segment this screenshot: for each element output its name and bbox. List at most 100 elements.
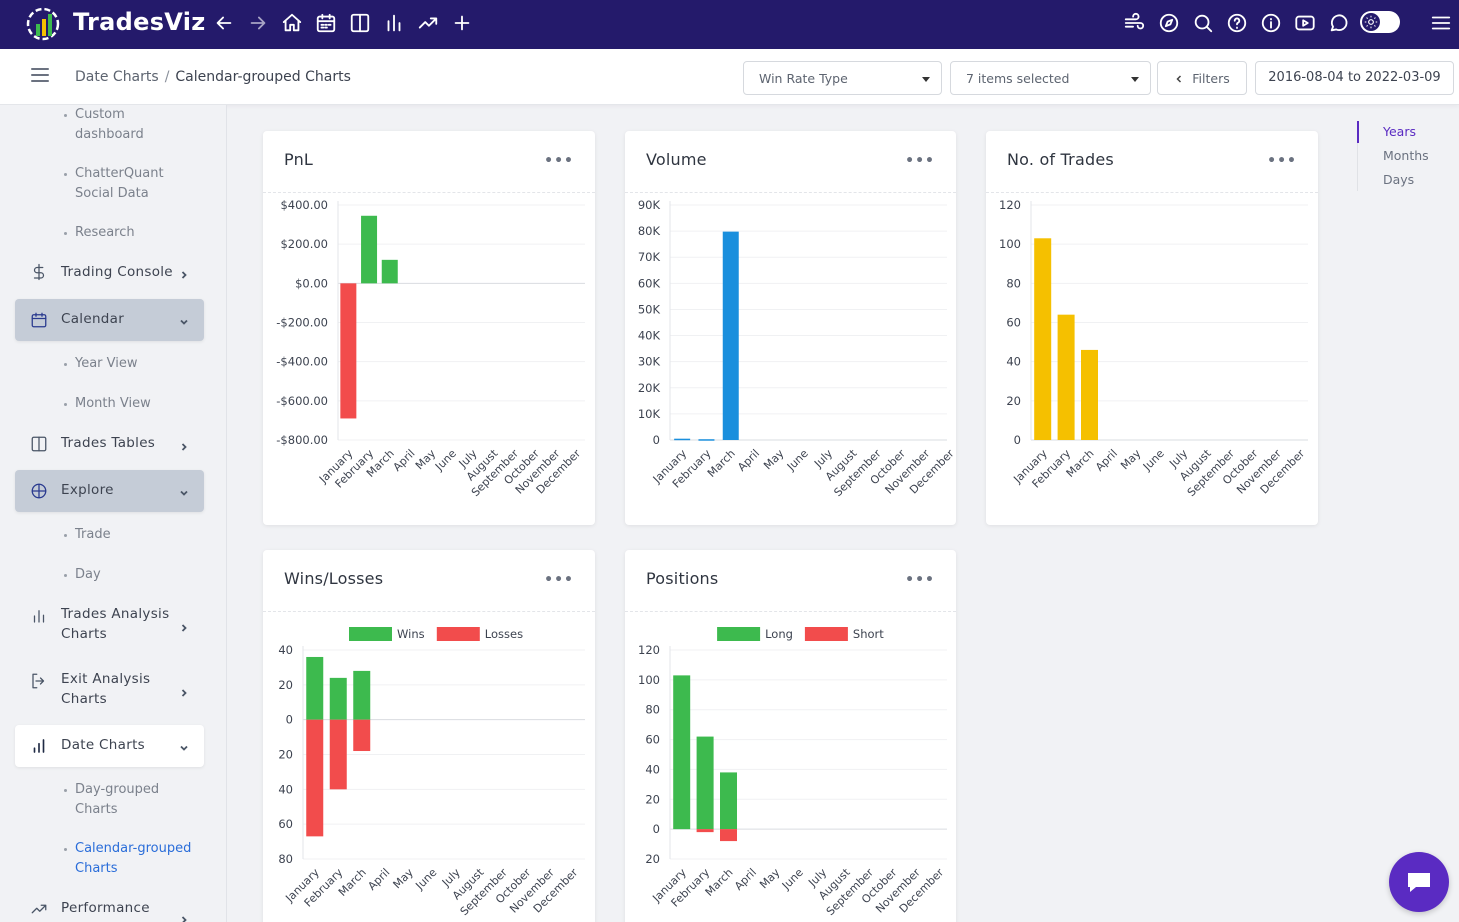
sidebar-toggle-icon[interactable] [31,68,49,82]
sidebar-item-label: Calendar [61,311,125,327]
x-tick-label: June [1140,447,1167,474]
sidebar-item-calendar[interactable]: Calendar [15,299,204,341]
tradesviz-logo-icon[interactable] [24,5,62,43]
sidebar-item-calendar-grouped[interactable]: Calendar-grouped Charts [64,839,200,878]
sidebar-item-performance[interactable]: Performance [15,898,204,922]
dollar-icon [30,263,48,281]
y-tick-label: 0 [1014,433,1021,447]
app-name[interactable]: TradesViz [73,8,206,36]
card-divider [263,611,595,612]
chat-bubble-icon[interactable] [1327,11,1351,35]
legend-label-short: Short [853,627,884,641]
sidebar-item-date-charts[interactable]: Date Charts [15,725,204,767]
support-chat-button[interactable] [1389,852,1449,912]
y-tick-label: $0.00 [295,276,328,290]
info-icon[interactable] [1259,11,1283,35]
x-tick-label: March [705,447,738,480]
bar-february [361,215,378,284]
sidebar-item-trading-console[interactable]: Trading Console [15,262,204,284]
x-tick-label: May [761,447,787,473]
sidebar-item-exit-analysis[interactable]: Exit Analysis Charts [15,669,204,711]
breadcrumb-current: Calendar-grouped Charts [175,69,351,85]
forward-arrow-icon[interactable] [246,11,270,35]
sidebar-item-day[interactable]: Day [64,565,101,585]
y-tick-label: 0 [286,713,293,727]
sidebar-item-label: Explore [61,482,114,498]
sidebar-item-label: Performance [61,900,150,916]
filters-button[interactable]: Filters [1157,61,1247,95]
anchor-years[interactable]: Years [1383,124,1416,139]
help-icon[interactable] [1225,11,1249,35]
y-tick-label: 20 [645,792,660,806]
positions-chart-card: Positions ••• 120 100 80 60 40 20 0 20 January Fe… [625,550,956,922]
bar-january [673,675,691,830]
sidebar-item-research[interactable]: Research [64,223,135,243]
anchor-days[interactable]: Days [1383,172,1415,187]
menu-icon[interactable] [1429,11,1453,35]
bar-march [722,231,739,440]
sidebar-item-explore[interactable]: Explore [15,470,204,512]
bar-january [306,656,324,720]
y-tick-label: 20K [638,381,661,395]
y-tick-label: 60 [1006,316,1021,330]
bar-march [353,719,371,752]
calendar-icon[interactable] [314,11,338,35]
theme-toggle[interactable] [1360,11,1400,33]
breadcrumb-parent[interactable]: Date Charts [75,69,159,85]
home-icon[interactable] [280,11,304,35]
win-rate-type-select[interactable]: Win Rate Type [743,61,942,95]
wins-losses-chart: 4020020406080JanuaryFebruaryMarchAprilMa… [278,627,585,918]
wind-icon[interactable] [1122,11,1146,35]
sidebar-item-trades-analysis[interactable]: Trades Analysis Charts [15,604,204,646]
sidebar-item-label: Exit Analysis Charts [61,671,151,707]
columns-icon[interactable] [348,11,372,35]
y-tick-label: 100 [638,673,660,687]
top-navbar: TradesViz [0,0,1459,49]
chart-title: PnL [284,150,314,169]
sidebar-item-custom-dashboard[interactable]: Custom dashboard [64,105,185,144]
y-tick-label: 20 [278,748,293,762]
y-tick-label: 80 [1006,276,1021,290]
anchor-months[interactable]: Months [1383,148,1429,163]
more-options-icon[interactable]: ••• [905,153,935,169]
sidebar-item-month-view[interactable]: Month View [64,394,151,414]
chevron-down-icon [179,486,188,496]
sidebar-item-chatterquant[interactable]: ChatterQuant Social Data [64,164,185,203]
y-tick-label: 120 [999,198,1021,212]
y-tick-label: 80K [638,224,661,238]
x-tick-label: April [391,447,418,474]
caret-down-icon [922,77,930,82]
items-multi-select[interactable]: 7 items selected [950,61,1151,95]
chevron-right-icon [179,686,187,697]
sidebar-item-day-grouped[interactable]: Day-grouped Charts [64,780,185,819]
more-options-icon[interactable]: ••• [905,572,935,588]
plus-icon[interactable] [450,11,474,35]
sidebar-item-trade[interactable]: Trade [64,525,111,545]
search-icon[interactable] [1191,11,1215,35]
volume-chart-card: Volume ••• 90K 80K 70K 60K 50K 40K 30K 20K 10K 0 J… [625,131,956,525]
card-divider [625,192,956,193]
back-arrow-icon[interactable] [212,11,236,35]
bar-february [1057,314,1075,440]
x-tick-label: June [784,447,811,474]
bar-chart-icon[interactable] [382,11,406,35]
bar-march [720,829,737,842]
trending-up-icon[interactable] [416,11,440,35]
more-options-icon[interactable]: ••• [544,153,574,169]
date-range-picker[interactable]: 2016-08-04 to 2022-03-09 [1255,61,1454,95]
sun-icon [1362,13,1380,31]
caret-down-icon [1131,77,1139,82]
y-tick-label: 40 [1006,355,1021,369]
bar-february [329,677,347,720]
more-options-icon[interactable]: ••• [1267,153,1297,169]
chevron-right-icon [179,621,187,632]
x-tick-label: April [365,866,392,893]
win-rate-type-value: Win Rate Type [759,71,848,86]
video-play-icon[interactable] [1293,11,1317,35]
sidebar-item-trades-tables[interactable]: Trades Tables [15,433,204,455]
compass-icon[interactable] [1157,11,1181,35]
sidebar-item-year-view[interactable]: Year View [64,354,138,374]
more-options-icon[interactable]: ••• [544,572,574,588]
chevron-down-icon [179,741,188,751]
y-tick-label: -$600.00 [276,394,328,408]
